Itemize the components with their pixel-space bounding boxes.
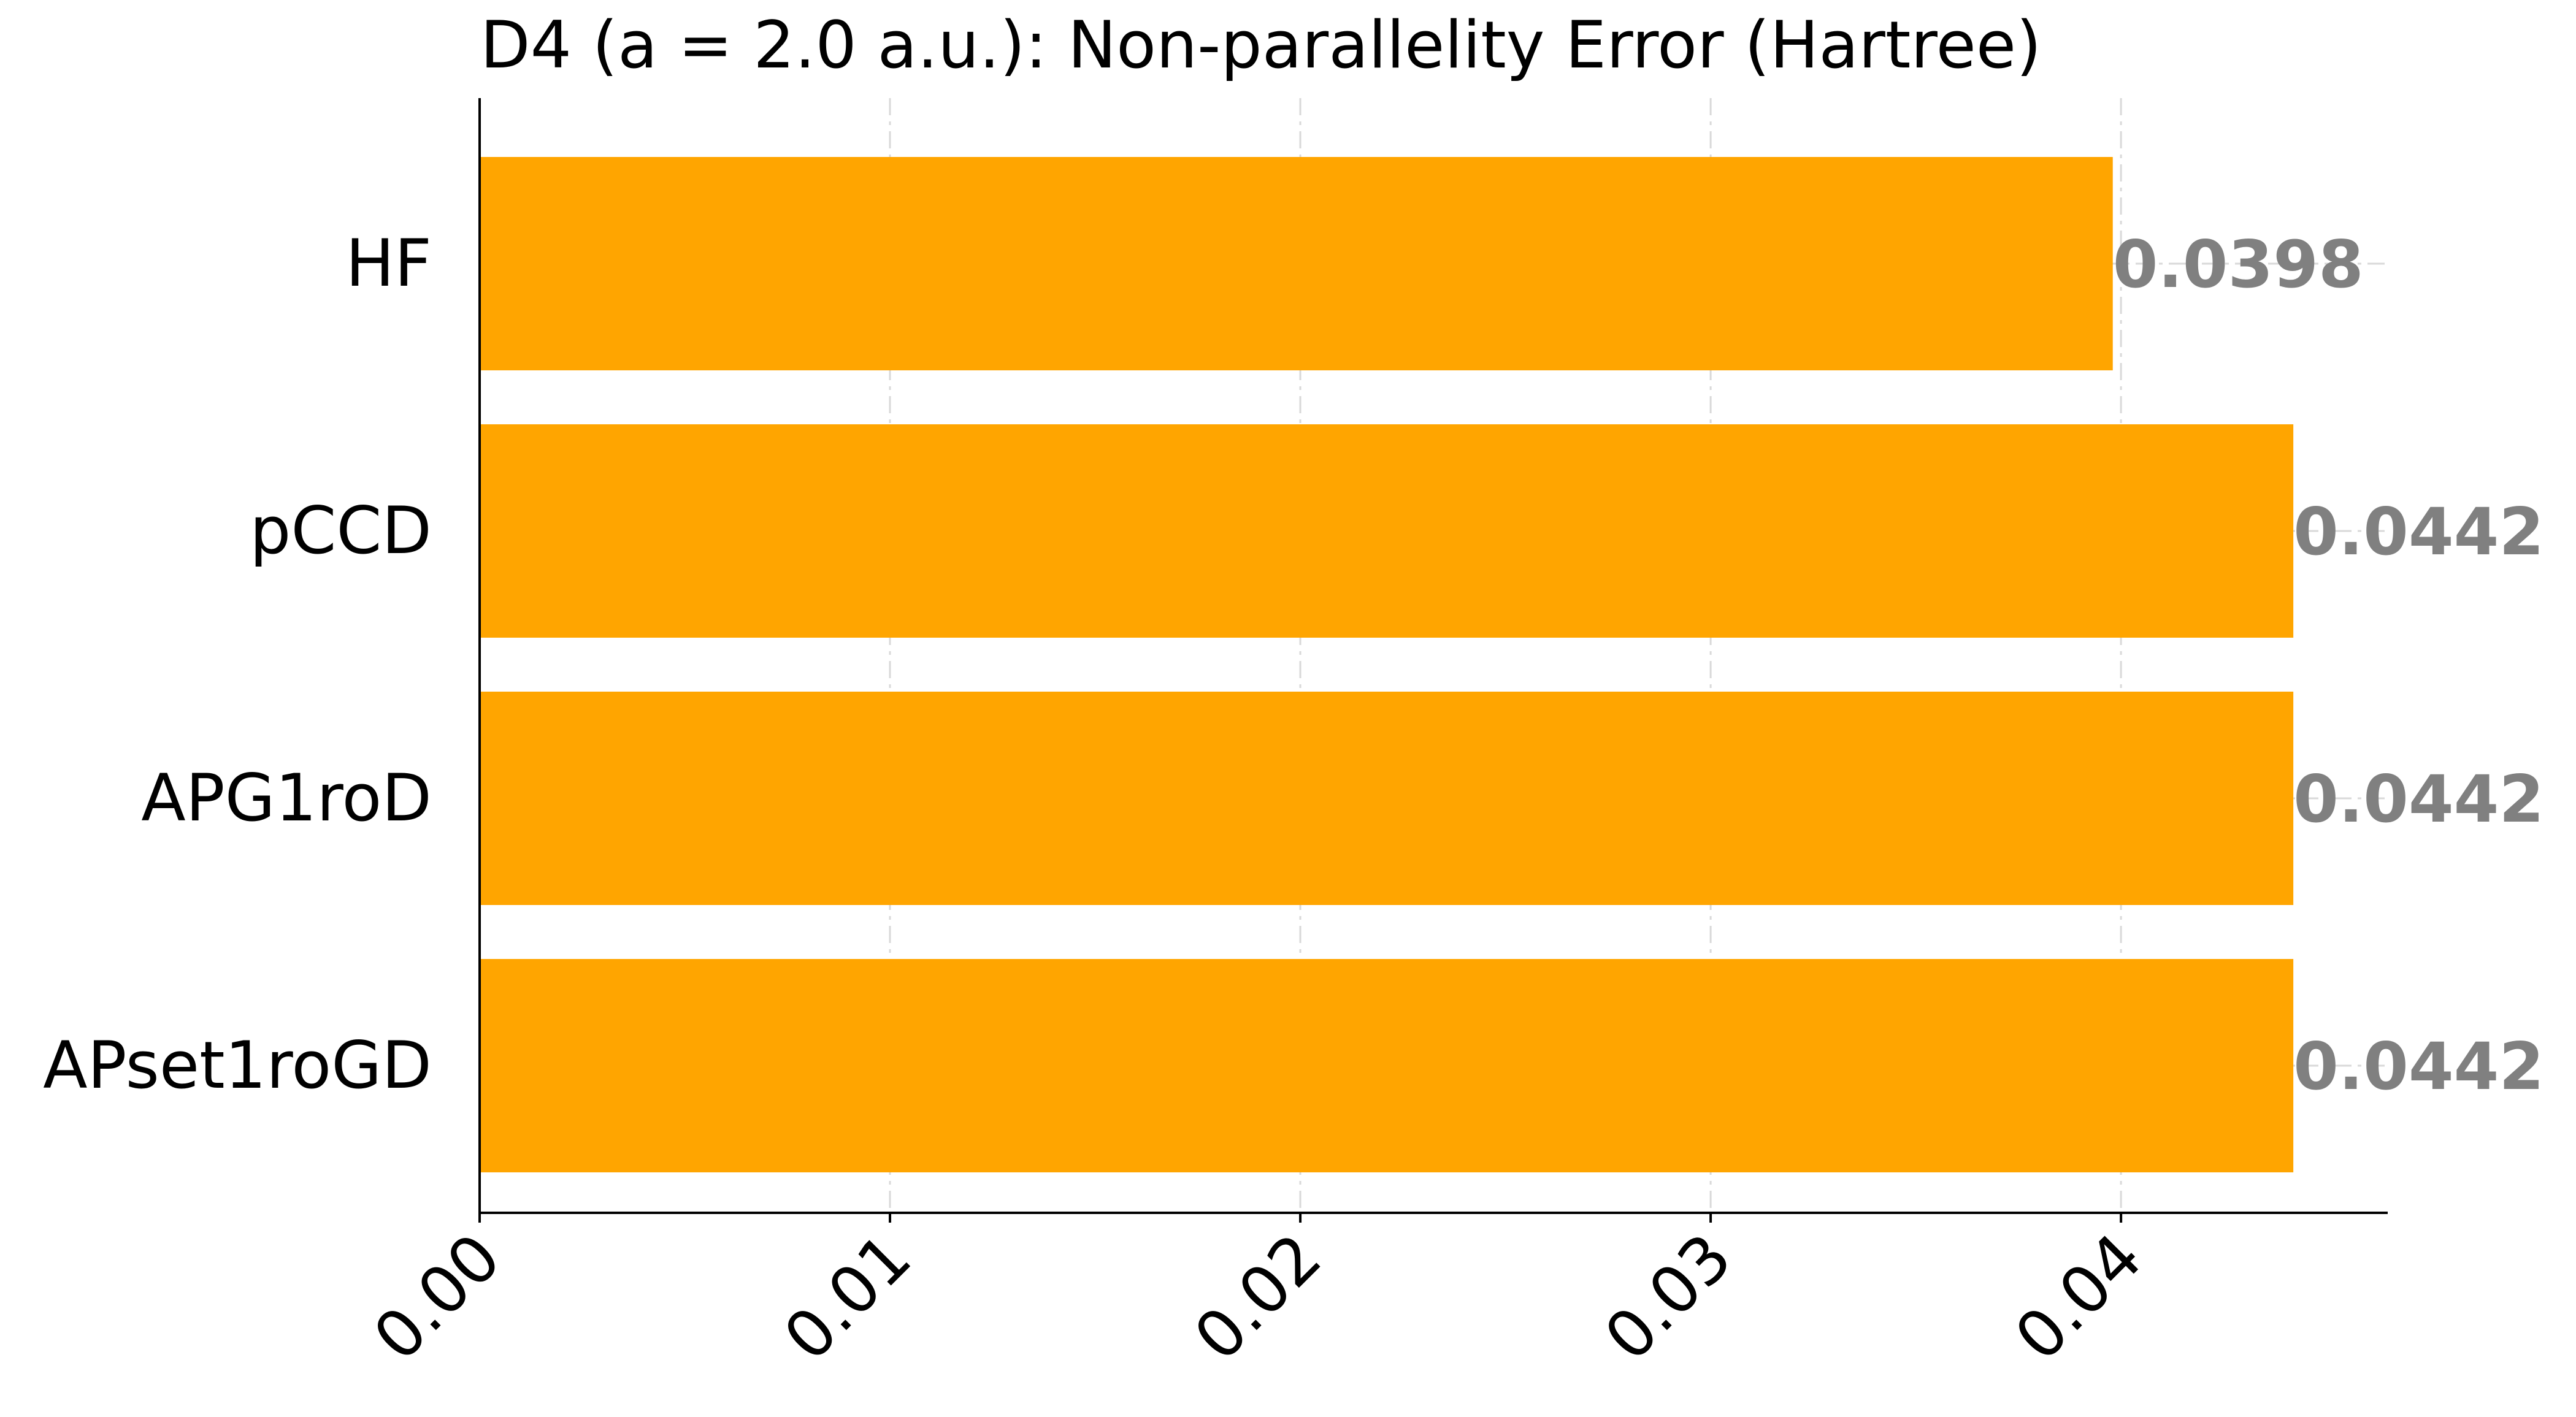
bar-APset1roGD xyxy=(480,959,2294,1172)
y-tick-label: APset1roGD xyxy=(43,1028,432,1103)
bar-pCCD xyxy=(480,424,2294,638)
axes xyxy=(478,98,2388,1223)
bar-APG1roD xyxy=(480,692,2294,905)
bars xyxy=(480,157,2294,1172)
data-label: 0.0442 xyxy=(2293,494,2544,570)
y-tick-label: HF xyxy=(345,226,432,301)
data-label: 0.0442 xyxy=(2293,1029,2544,1104)
data-label: 0.0398 xyxy=(2113,227,2364,302)
y-tick-label: pCCD xyxy=(250,493,432,568)
y-tick-label: APG1roD xyxy=(141,760,432,836)
bar-HF xyxy=(480,157,2113,370)
chart-title: D4 (a = 2.0 a.u.): Non-parallelity Error… xyxy=(480,7,2041,83)
data-label: 0.0442 xyxy=(2293,762,2544,837)
